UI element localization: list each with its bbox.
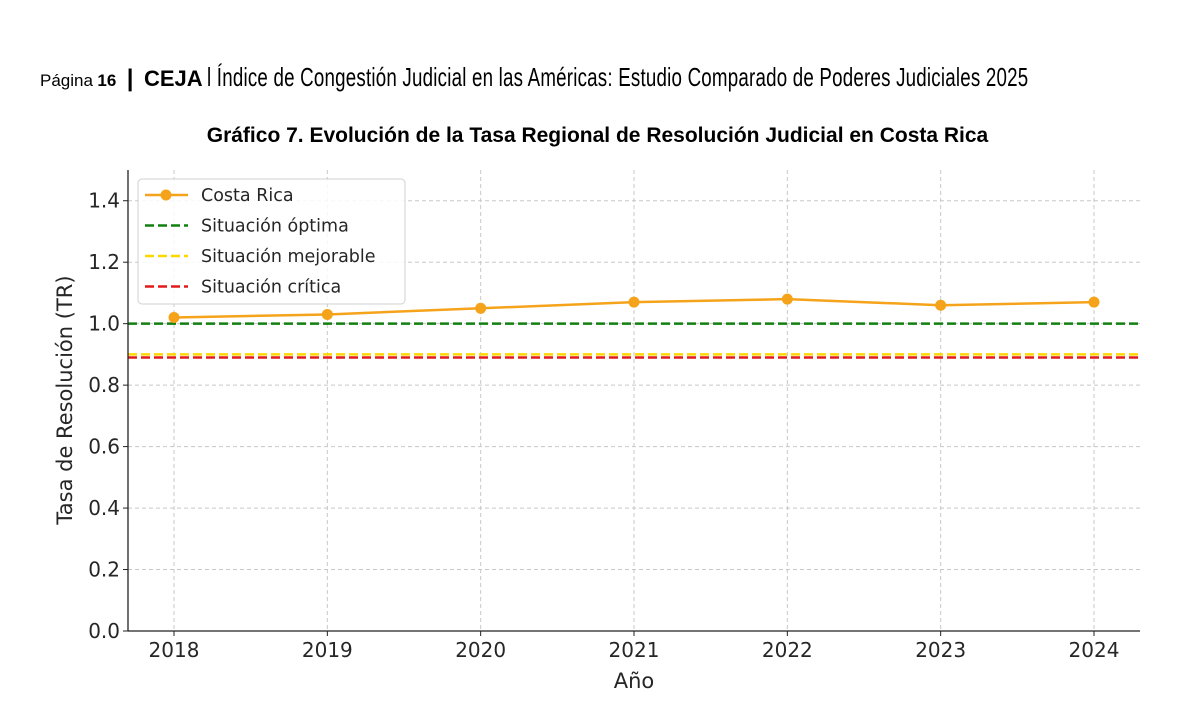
data-point-2020: [475, 302, 487, 314]
y-tick-label: 0.4: [88, 496, 120, 520]
x-axis-label: Año: [614, 669, 655, 693]
x-tick-label: 2023: [915, 638, 966, 662]
page-number: 16: [97, 71, 117, 90]
y-tick-label: 0.0: [88, 619, 120, 643]
data-point-2021: [628, 296, 640, 308]
chart-title: Gráfico 7. Evolución de la Tasa Regional…: [206, 124, 989, 147]
legend-swatch-marker: [160, 189, 172, 201]
x-tick-label: 2019: [302, 638, 353, 662]
page-header: Página 16 | CEJA l Índice de Congestión …: [40, 62, 1195, 93]
legend-box: [137, 178, 406, 305]
data-point-2023: [935, 299, 947, 311]
x-tick-label: 2021: [609, 638, 660, 662]
y-tick-label: 0.8: [88, 373, 120, 397]
x-tick-label: 2020: [455, 638, 506, 662]
y-tick-label: 1.0: [88, 312, 120, 336]
org-name: CEJA: [143, 66, 203, 91]
legend-label: Situación mejorable: [201, 247, 376, 267]
y-tick-label: 1.2: [88, 250, 120, 274]
data-point-2022: [781, 293, 793, 305]
document-title: l Índice de Congestión Judicial en las A…: [207, 62, 1029, 92]
y-axis-label: Tasa de Resolución (TR): [53, 275, 77, 525]
y-tick-label: 0.2: [88, 558, 120, 582]
page-label: Página: [40, 71, 93, 90]
legend-label: Situación óptima: [201, 217, 349, 237]
header-separator: |: [126, 65, 134, 92]
y-tick-label: 1.4: [88, 189, 120, 213]
legend-label: Situación crítica: [201, 278, 341, 298]
data-point-2024: [1088, 296, 1100, 308]
x-tick-label: 2022: [762, 638, 813, 662]
x-tick-label: 2024: [1069, 638, 1120, 662]
x-tick-label: 2018: [149, 638, 200, 662]
y-tick-label: 0.6: [88, 435, 120, 459]
legend-label: Costa Rica: [201, 186, 294, 206]
data-point-2019: [321, 308, 333, 320]
data-point-2018: [168, 312, 180, 324]
